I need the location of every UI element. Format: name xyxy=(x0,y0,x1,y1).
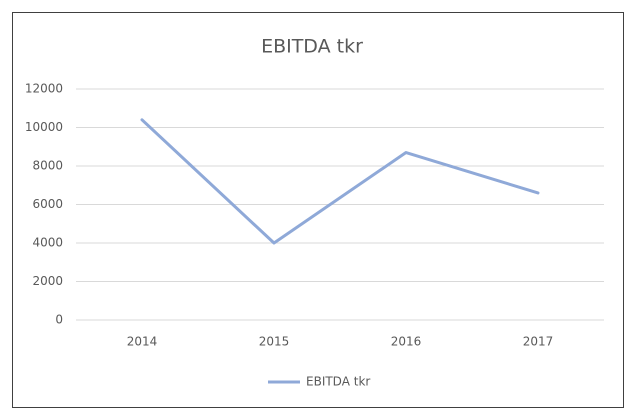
x-tick-label: 2017 xyxy=(523,335,554,349)
y-tick-label: 4000 xyxy=(32,236,63,250)
chart-border xyxy=(12,12,624,408)
x-tick-label: 2015 xyxy=(259,335,290,349)
y-tick-label: 12000 xyxy=(25,82,63,96)
y-tick-label: 10000 xyxy=(25,120,63,134)
legend-label: EBITDA tkr xyxy=(306,375,370,389)
chart-title: EBITDA tkr xyxy=(261,36,363,58)
data-line xyxy=(140,118,540,245)
y-tick-label: 8000 xyxy=(32,159,63,173)
y-tick-label: 6000 xyxy=(32,197,63,211)
x-tick-label: 2014 xyxy=(127,335,158,349)
x-tick-label: 2016 xyxy=(391,335,422,349)
y-tick-label: 0 xyxy=(55,313,63,327)
y-tick-label: 2000 xyxy=(32,274,63,288)
